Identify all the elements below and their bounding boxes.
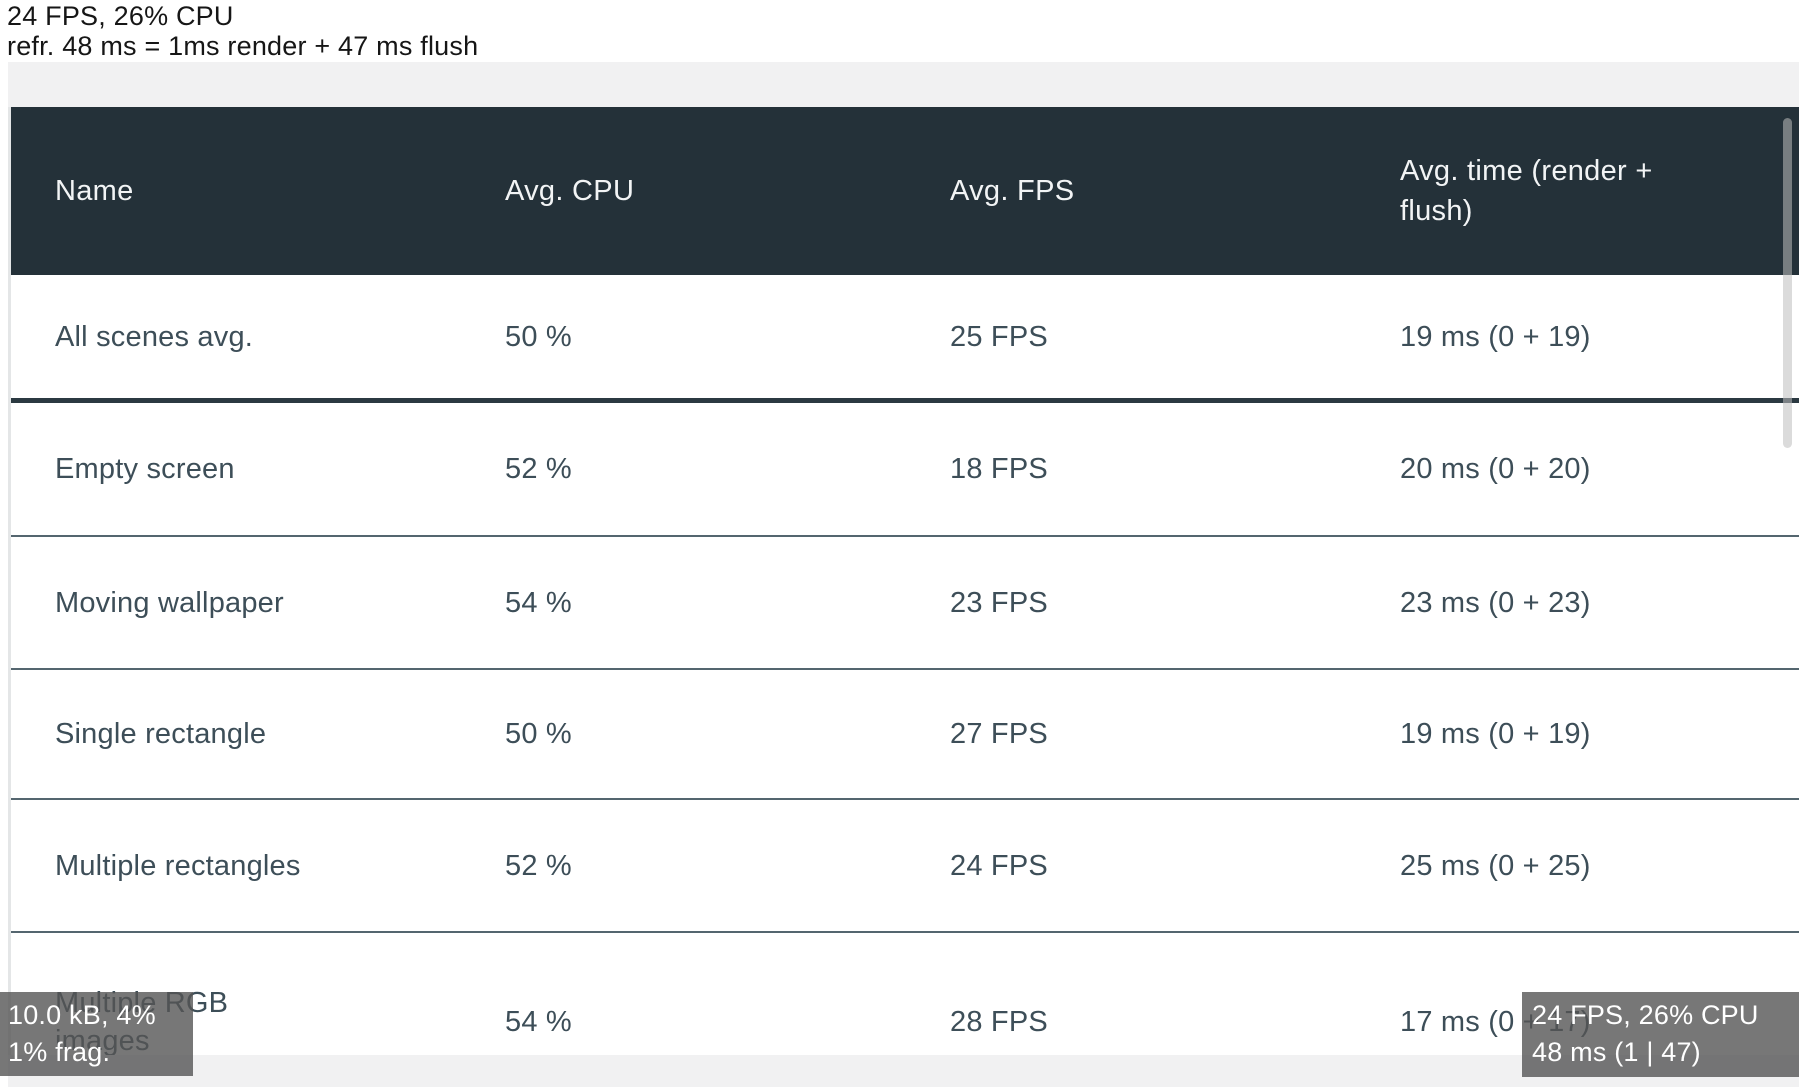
perf-badge-line2: 48 ms (1 | 47) xyxy=(1532,1037,1701,1067)
fps-debug-line1: 24 FPS, 26% CPU xyxy=(7,1,234,31)
scene-name-cell: All scenes avg. xyxy=(55,320,254,353)
avg-fps-cell: 18 FPS xyxy=(950,453,1048,485)
fps-debug-overlay: 24 FPS, 26% CPU refr. 48 ms = 1ms render… xyxy=(7,1,478,61)
avg-fps-cell: 27 FPS xyxy=(950,718,1048,750)
column-header-name: Name xyxy=(55,175,134,207)
avg-time-cell: 23 ms (0 + 23) xyxy=(1400,586,1591,619)
column-header-avg-time: Avg. time (render + flush) xyxy=(1400,155,1653,227)
avg-time-cell: 25 ms (0 + 25) xyxy=(1400,849,1591,882)
avg-cpu-cell: 50 % xyxy=(505,718,572,750)
perf-badge-line1: 24 FPS, 26% CPU xyxy=(1532,1000,1759,1030)
memory-badge-line1: 10.0 kB, 4% xyxy=(8,1000,156,1030)
avg-cpu-cell: 54 % xyxy=(505,1006,572,1038)
avg-fps-cell: 23 FPS xyxy=(950,586,1048,619)
column-header-avg-fps: Avg. FPS xyxy=(950,175,1075,207)
avg-time-cell: 19 ms (0 + 19) xyxy=(1400,320,1591,353)
table-row: Single rectangle 50 % 27 FPS 19 ms (0 + … xyxy=(11,670,1799,800)
scene-name-cell: Single rectangle xyxy=(55,718,267,750)
vertical-scrollbar-thumb[interactable] xyxy=(1783,118,1792,448)
column-header-avg-cpu: Avg. CPU xyxy=(505,175,635,207)
avg-cpu-cell: 52 % xyxy=(505,849,572,882)
avg-time-cell: 20 ms (0 + 20) xyxy=(1400,453,1591,485)
memory-badge-line2: 1% frag. xyxy=(8,1037,111,1067)
table-header-row: Name Avg. CPU Avg. FPS Avg. time (render… xyxy=(11,107,1799,275)
table-row: Multiple rectangles 52 % 24 FPS 25 ms (0… xyxy=(11,800,1799,933)
avg-cpu-cell: 52 % xyxy=(505,453,572,485)
performance-debug-badge: 24 FPS, 26% CPU 48 ms (1 | 47) xyxy=(1522,992,1799,1077)
scene-name-cell: Moving wallpaper xyxy=(55,586,284,619)
avg-time-cell: 19 ms (0 + 19) xyxy=(1400,718,1591,750)
fps-debug-line2: refr. 48 ms = 1ms render + 47 ms flush xyxy=(7,31,479,61)
avg-fps-cell: 25 FPS xyxy=(950,320,1048,353)
avg-fps-cell: 24 FPS xyxy=(950,849,1048,882)
memory-debug-badge: 10.0 kB, 4% 1% frag. xyxy=(0,992,193,1076)
avg-cpu-cell: 50 % xyxy=(505,320,572,353)
table-row: Empty screen 52 % 18 FPS 20 ms (0 + 20) xyxy=(11,403,1799,537)
table-body: All scenes avg. 50 % 25 FPS 19 ms (0 + 1… xyxy=(11,275,1799,1055)
scene-name-cell: Multiple rectangles xyxy=(55,849,301,882)
avg-fps-cell: 28 FPS xyxy=(950,1006,1048,1038)
table-row: All scenes avg. 50 % 25 FPS 19 ms (0 + 1… xyxy=(11,275,1799,403)
avg-cpu-cell: 54 % xyxy=(505,586,572,619)
benchmark-results-table: Name Avg. CPU Avg. FPS Avg. time (render… xyxy=(8,107,1799,1055)
table-row: Moving wallpaper 54 % 23 FPS 23 ms (0 + … xyxy=(11,537,1799,670)
scene-name-cell: Empty screen xyxy=(55,453,235,485)
